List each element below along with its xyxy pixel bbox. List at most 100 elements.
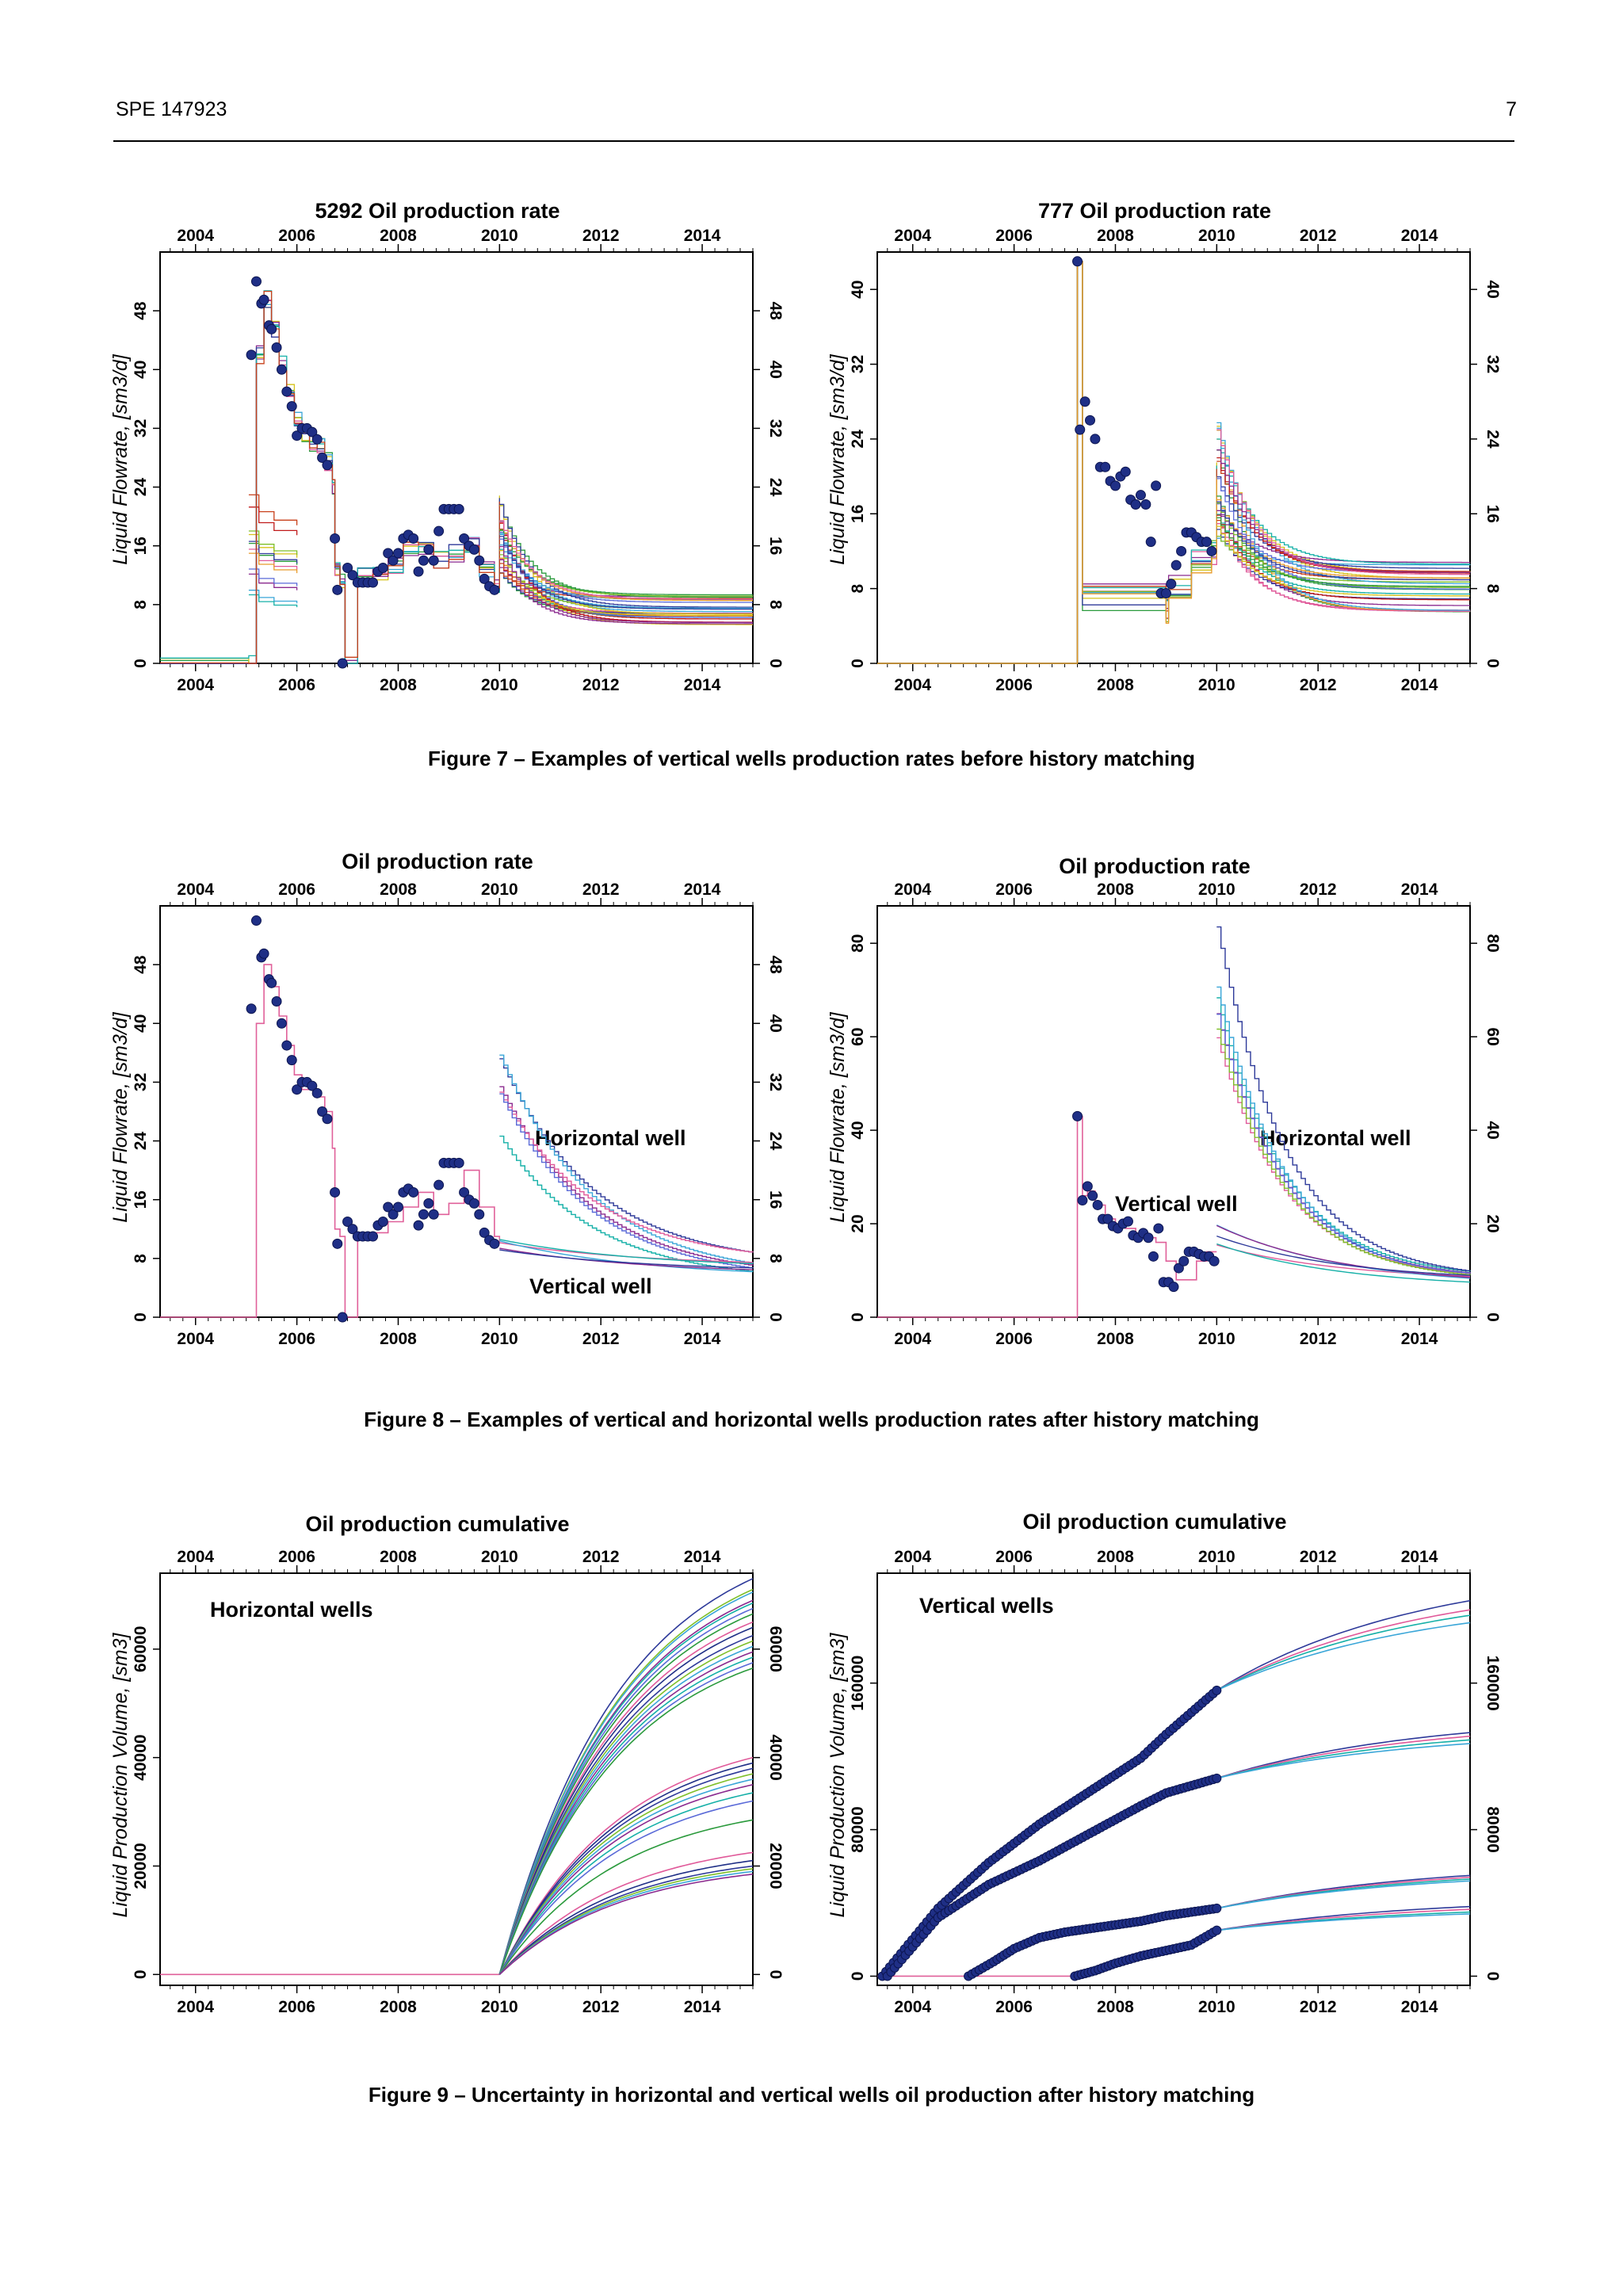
observed-point [1140,499,1151,510]
observed-point [433,1179,445,1190]
y-tick-label: 16 [849,505,867,523]
observed-point [1166,579,1177,590]
cumulative-forecast-line [498,1645,754,1975]
cumulative-forecast-line [498,1800,754,1975]
observed-point [1151,480,1162,491]
early-model-line [248,594,298,608]
y-tick-label-right: 40 [766,1014,785,1033]
horizontal-well-line [499,1091,754,1253]
y-tick-label-right: 40 [1484,1121,1502,1139]
x-tick-label: 2012 [582,1330,620,1348]
observed-point [276,364,287,375]
y-tick-label-right: 24 [1484,430,1502,449]
observed-point [1072,256,1083,267]
chart-fig9b: Oil production cumulative Liquid Product… [827,1510,1502,2016]
early-model-line [248,494,298,525]
y-tick-label: 40 [849,281,867,299]
observed-point [347,570,358,581]
observed-point [468,1198,479,1209]
x-tick-label-top: 2004 [894,227,931,245]
history-model-line [160,307,500,664]
y-tick-label: 48 [132,955,150,974]
cumulative-forecast-line [498,1602,754,1975]
observed-point [258,294,269,305]
forecast-line [499,559,753,625]
observed-point [1209,1255,1220,1266]
y-axis-label: Liquid Flowrate, [sm3/d] [827,1011,849,1222]
y-axis-label: Liquid Production Volume, [sm3] [109,1632,132,1917]
observed-point [428,555,439,566]
observed-point [1120,466,1131,477]
cumulative-forecast-line [498,1607,754,1975]
observed-point [1072,1110,1083,1121]
observed-point [250,276,262,287]
observed-point [1212,1685,1222,1695]
observed-point [286,401,297,412]
y-tick-label: 80000 [849,1806,867,1852]
observed-point [307,426,318,437]
observed-point [266,977,277,988]
x-tick-label: 2010 [1198,1330,1235,1348]
x-tick-label: 2006 [278,1998,315,2016]
forecast-line [1216,476,1470,569]
observed-point [281,1040,292,1051]
cumulative-forecast-line [498,1651,754,1975]
x-tick-label-top: 2012 [1300,1548,1337,1566]
y-tick-label: 40 [132,361,150,379]
y-tick-label-right: 80000 [1484,1806,1502,1852]
y-tick-label-right: 32 [766,419,785,437]
observed-point [392,1201,403,1213]
observed-point [377,563,388,574]
x-tick-label: 2004 [894,676,931,694]
forecast-line [1216,514,1470,601]
x-tick-label: 2008 [1097,676,1134,694]
y-tick-label-right: 24 [766,478,785,497]
observed-point [330,533,341,544]
x-tick-label-top: 2012 [1300,881,1337,899]
observed-point [1173,1263,1184,1274]
x-tick-label: 2014 [1401,1330,1438,1348]
header-rule [113,140,1514,142]
y-tick-label-right: 20 [1484,1214,1502,1232]
cumulative-forecast-line [1216,1609,1471,1691]
vertical-well-line [499,1249,754,1269]
plot-frame [159,1572,754,1986]
early-model-line [248,552,298,574]
y-axis-label: Liquid Flowrate, [sm3/d] [109,1011,132,1222]
x-tick-label-top: 2006 [278,1548,315,1566]
chart-fig8b: Oil production rate Liquid Flowrate, [sm… [827,854,1502,1348]
x-tick-label: 2006 [995,676,1033,694]
observed-point [383,548,394,559]
observed-point [250,915,262,926]
history-model-line [160,307,500,664]
horizontal-well-line [499,1086,754,1266]
x-tick-label-top: 2004 [177,881,214,899]
forecast-line [499,520,753,600]
observed-point [388,1209,399,1220]
observed-point [271,342,282,353]
observed-point [317,453,328,463]
chart-fig9a: Oil production cumulative Liquid Product… [109,1512,785,2016]
observed-point [418,1209,429,1220]
observed-point [1160,588,1171,599]
cumulative-forecast-line [498,1578,754,1975]
y-tick-label-right: 8 [766,1254,785,1263]
plot-frame [876,1572,1471,1986]
x-tick-label: 2006 [278,1330,315,1348]
observed-point [1082,1181,1093,1192]
cumulative-forecast-line [1216,1880,1471,1909]
y-tick-label: 20 [849,1214,867,1232]
x-tick-label: 2010 [1198,1998,1235,2016]
observed-point [1092,1199,1103,1210]
x-tick-label: 2012 [1300,1330,1337,1348]
history-model-line [160,964,501,1318]
x-tick-label-top: 2008 [380,881,417,899]
x-tick-label: 2008 [380,1998,417,2016]
horizontal-well-line [1216,1028,1471,1275]
y-axis-label: Liquid Flowrate, [sm3/d] [827,353,849,564]
x-tick-label: 2010 [481,676,518,694]
cumulative-forecast-line [498,1859,754,1975]
x-tick-label-top: 2008 [380,1548,417,1566]
observed-point [347,1224,358,1235]
chart-fig8a: Oil production rate Liquid Flowrate, [sm… [109,850,785,1348]
